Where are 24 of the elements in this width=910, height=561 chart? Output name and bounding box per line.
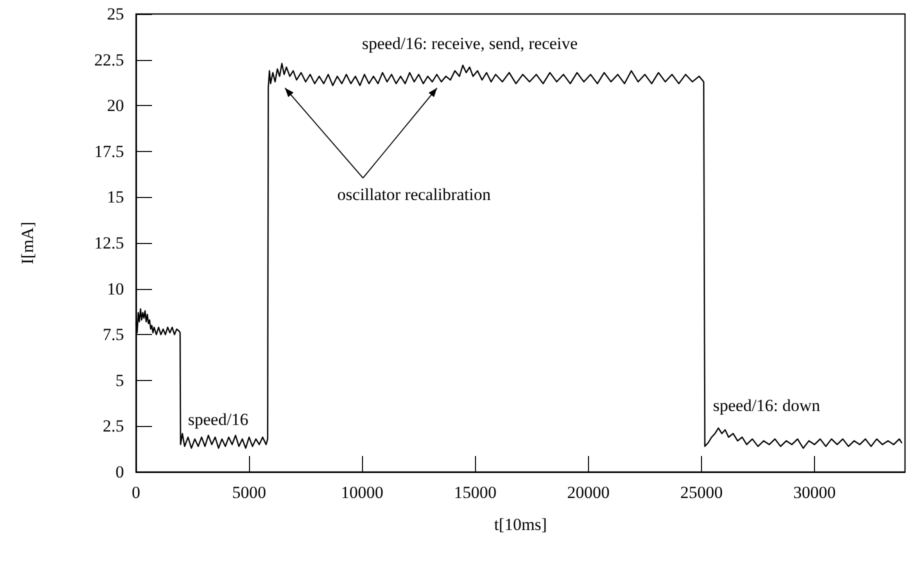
annotation: speed/16: receive, send, receive [362, 34, 578, 53]
x-tick-label: 15000 [454, 483, 497, 502]
y-tick-label: 17.5 [94, 142, 124, 161]
y-tick-label: 7.5 [102, 325, 124, 344]
x-tick-label: 5000 [232, 483, 266, 502]
x-tick-label: 30000 [793, 483, 836, 502]
y-tick-label: 15 [107, 188, 124, 207]
annotation: oscillator recalibration [337, 184, 492, 204]
annotation: speed/16 [188, 410, 248, 429]
x-tick-label: 0 [132, 483, 140, 502]
y-tick-label: 5 [116, 370, 124, 390]
x-axis-title: t[10ms] [494, 515, 547, 534]
x-tick-label: 25000 [680, 483, 723, 502]
y-tick-label: 2.5 [102, 416, 124, 436]
y-tick-label: 20 [107, 96, 124, 116]
y-axis-title: I[mA] [18, 222, 37, 264]
y-tick-label: 12.5 [94, 234, 124, 252]
y-tick-label: 22.5 [94, 50, 124, 70]
y-tick-label: 25 [107, 4, 124, 24]
x-tick-label: 20000 [567, 483, 610, 502]
y-tick-label: 0 [116, 462, 124, 482]
x-tick-label: 10000 [340, 483, 384, 502]
annotation: speed/16: down [713, 396, 821, 415]
y-tick-label: 10 [107, 279, 124, 298]
